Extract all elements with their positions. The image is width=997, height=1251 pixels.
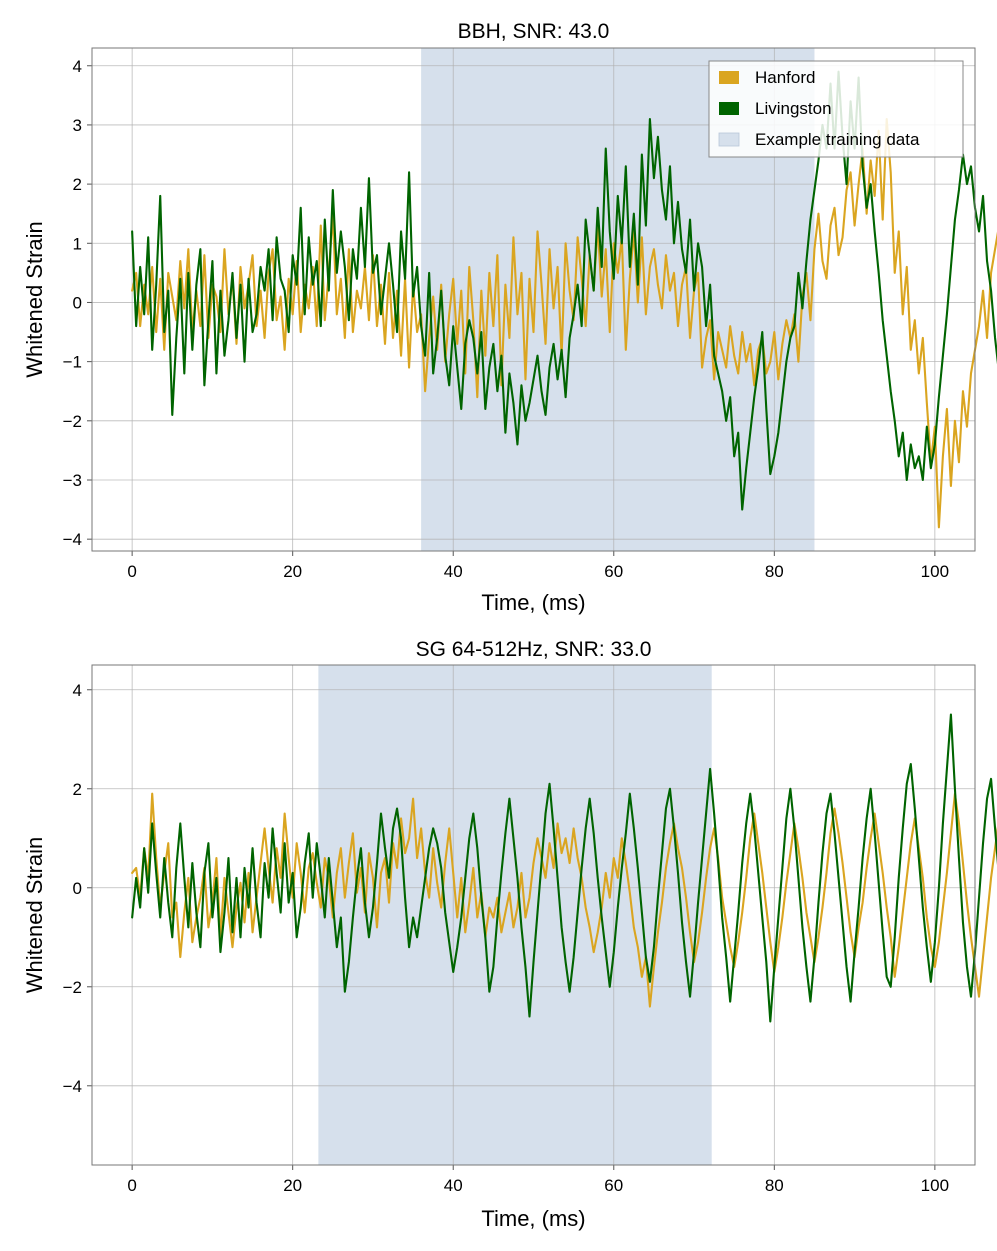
x-axis-label: Time, (ms) (481, 1206, 585, 1231)
y-tick-label: 4 (73, 681, 82, 700)
y-tick-label: −1 (63, 353, 82, 372)
legend-label-3: Example training data (755, 130, 920, 149)
x-axis-label: Time, (ms) (481, 590, 585, 615)
chart-title: SG 64-512Hz, SNR: 33.0 (416, 638, 652, 661)
x-tick-label: 40 (444, 1176, 463, 1195)
y-axis-label: Whitened Strain (22, 837, 47, 994)
y-tick-label: 2 (73, 780, 82, 799)
series-line-hanford (131, 792, 997, 1008)
chart-1: 0 20 40 60 80 100 −4 −3 −2 −1 0 1 2 3 4 BBH, SNR: 43.0 T… (22, 20, 997, 615)
series-line-livingston (131, 713, 997, 1023)
y-tick-label: −3 (63, 471, 82, 490)
y-axis-label: Whitened Strain (22, 221, 47, 378)
legend-swatch-2 (719, 102, 739, 115)
y-tick-label: 4 (73, 57, 82, 76)
plot-frame (91, 664, 976, 1166)
chart-2: 0 20 40 60 80 100 −4 −2 0 2 4 SG 64-512Hz, SNR: 33.… (22, 638, 997, 1231)
x-tick-label: 80 (765, 1176, 784, 1195)
x-tick-label: 40 (444, 562, 463, 581)
legend: Hanford Livingston Example training data (708, 60, 964, 158)
x-tick-label: 0 (127, 562, 136, 581)
x-tick-label: 0 (127, 1176, 136, 1195)
y-tick-label: −2 (63, 978, 82, 997)
series-line-hanford (131, 117, 997, 529)
x-tick-label: 20 (283, 562, 302, 581)
x-tick-label: 100 (921, 1176, 949, 1195)
x-tick-label: 60 (604, 562, 623, 581)
legend-label-1: Hanford (755, 68, 815, 87)
y-tick-label: 1 (73, 234, 82, 253)
y-tick-label: −4 (63, 530, 82, 549)
x-tick-label: 100 (921, 562, 949, 581)
legend-swatch-1 (719, 71, 739, 84)
y-tick-label: −2 (63, 412, 82, 431)
x-tick-label: 80 (765, 562, 784, 581)
y-tick-label: 2 (73, 175, 82, 194)
legend-label-2: Livingston (755, 99, 832, 118)
chart-title: BBH, SNR: 43.0 (458, 20, 610, 43)
x-tick-label: 60 (604, 1176, 623, 1195)
y-tick-label: 0 (73, 879, 82, 898)
x-tick-label: 20 (283, 1176, 302, 1195)
y-tick-label: −4 (63, 1077, 82, 1096)
legend-swatch-3 (718, 132, 740, 147)
plot-frame (91, 47, 976, 552)
legend-box (708, 60, 964, 158)
y-tick-label: 0 (73, 293, 82, 312)
y-tick-label: 3 (73, 116, 82, 135)
